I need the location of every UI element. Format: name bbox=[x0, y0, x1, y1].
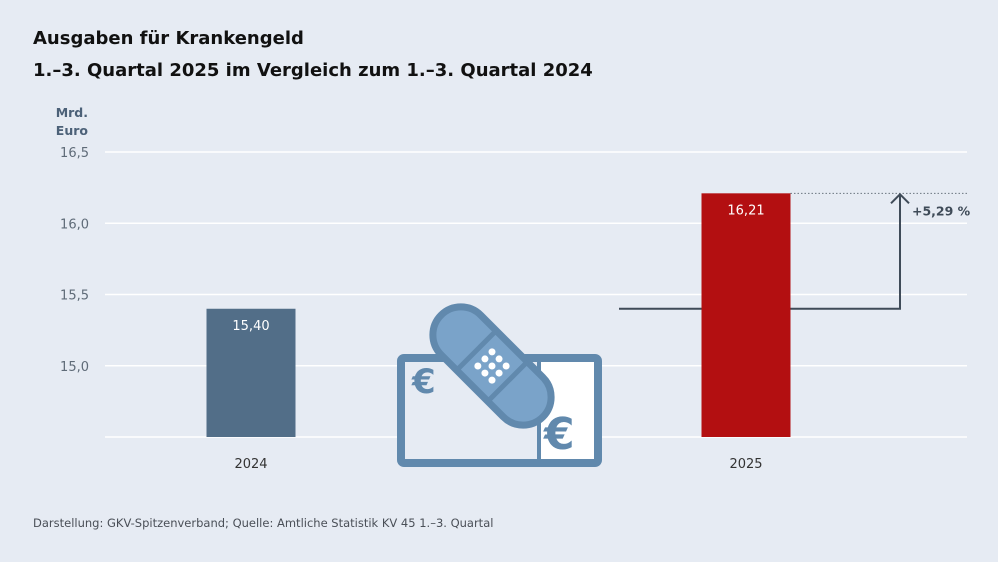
y-tick-label: 16,0 bbox=[60, 217, 89, 232]
arrow-head-icon bbox=[890, 192, 910, 205]
svg-text:€: € bbox=[411, 362, 436, 402]
y-tick-label: 15,5 bbox=[60, 289, 89, 304]
bar-2024 bbox=[206, 308, 296, 437]
y-tick-label: 16,5 bbox=[60, 146, 89, 161]
y-axis-label-line1: Mrd. bbox=[55, 105, 88, 120]
chart-subtitle: 1.–3. Quartal 2025 im Vergleich zum 1.–3… bbox=[33, 60, 593, 81]
bandaged-euro-banknote-icon: € € bbox=[397, 303, 602, 467]
source-note: Darstellung: GKV-Spitzenverband; Quelle:… bbox=[33, 516, 494, 530]
bar-value-label: 15,40 bbox=[232, 319, 269, 334]
x-tick-label: 2024 bbox=[234, 457, 267, 472]
y-axis-label-line2: Euro bbox=[55, 123, 88, 138]
chart-title: Ausgaben für Krankengeld bbox=[33, 28, 304, 49]
y-tick-label: 15,0 bbox=[60, 360, 89, 375]
bar-value-label: 16,21 bbox=[727, 203, 764, 218]
bar-2025 bbox=[701, 193, 791, 437]
change-annotation: +5,29 % bbox=[912, 203, 971, 218]
svg-text:€: € bbox=[543, 409, 575, 460]
change-arrow bbox=[790, 194, 901, 310]
x-tick-label: 2025 bbox=[729, 457, 762, 472]
